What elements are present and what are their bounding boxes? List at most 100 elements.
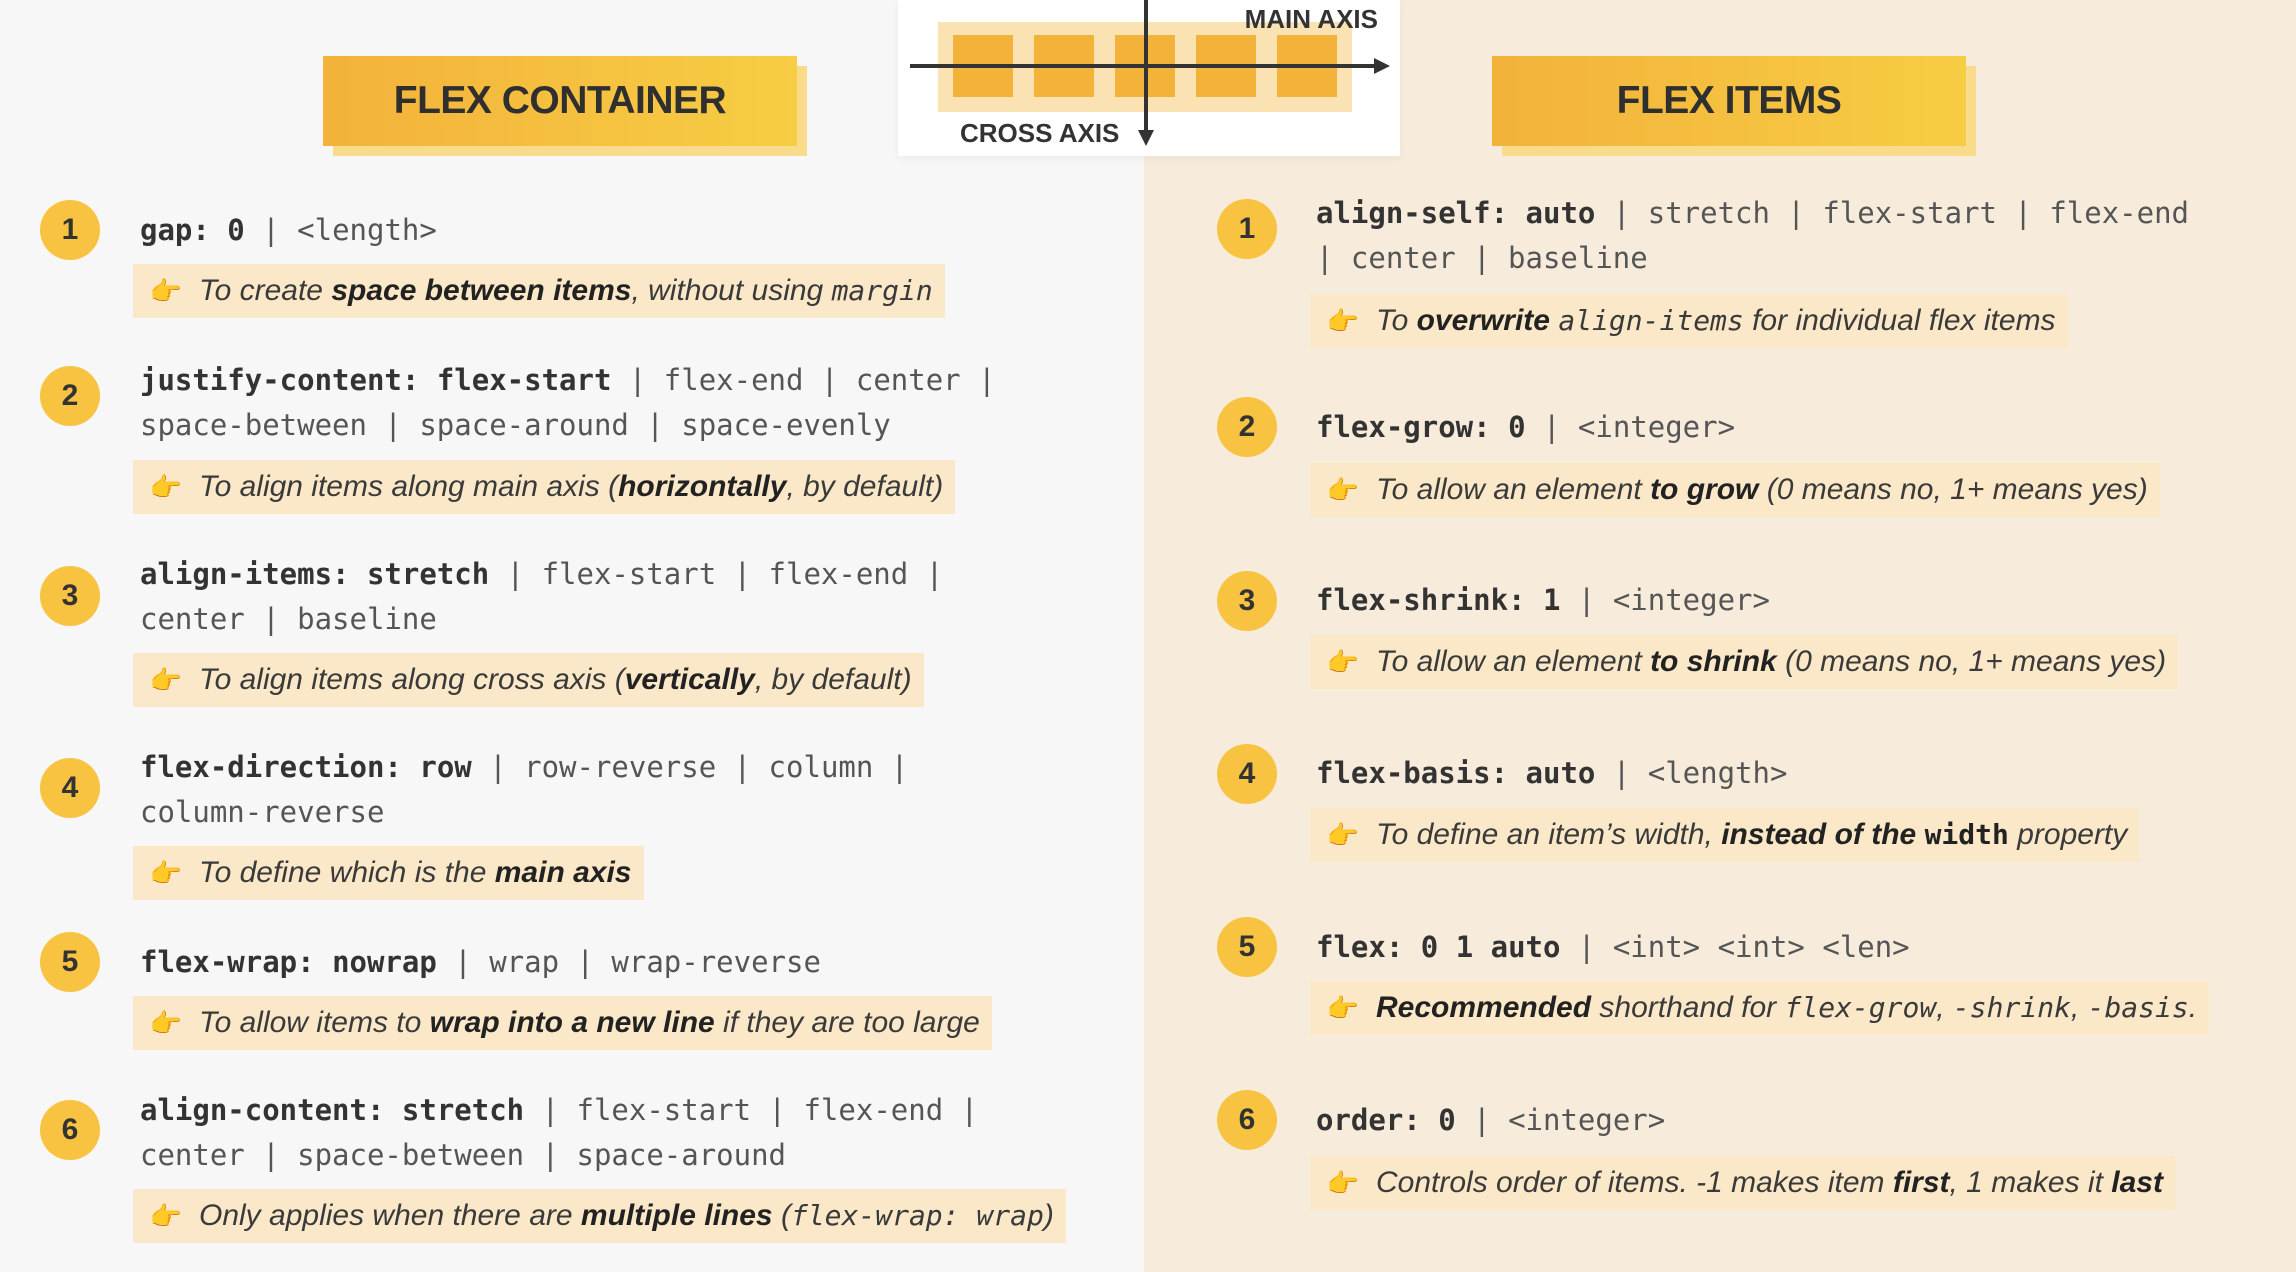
note-emphasis: to shrink (1650, 645, 1777, 678)
pointing-hand-icon: 👉 (149, 275, 183, 306)
note-text: , (1936, 991, 1953, 1024)
property-name: flex-basis: (1316, 756, 1509, 790)
step-number: 5 (40, 932, 100, 992)
property-values: | <length> (244, 213, 437, 247)
note-code: width (1924, 818, 2009, 851)
property-name: flex-wrap: (140, 945, 315, 979)
step-number: 2 (40, 366, 100, 426)
property-syntax: align-self: auto | stretch | flex-start … (1316, 191, 2196, 281)
property-default: row (401, 750, 472, 784)
property-default: 1 (1525, 583, 1561, 617)
property-name: align-items: (140, 557, 350, 591)
note-text: To allow items to (199, 1006, 430, 1039)
main-axis-arrowhead (1374, 58, 1390, 74)
property-values: | flex-start | flex-end | center | space… (140, 1093, 996, 1172)
note-code: margin (831, 274, 933, 307)
note-text: Controls order of items. -1 makes item (1376, 1166, 1893, 1199)
property-values: | flex-end | center | space-between | sp… (140, 363, 1013, 442)
note-text: To allow an element (1376, 645, 1651, 678)
property-default: nowrap (314, 945, 437, 979)
note-code: -shrink (1952, 991, 2071, 1024)
property-default: 0 1 auto (1403, 930, 1561, 964)
property-syntax: flex-wrap: nowrap | wrap | wrap-reverse (140, 940, 1040, 985)
note-text: ) (1043, 1199, 1054, 1232)
note-text: (0 means no, 1+ means yes) (1758, 473, 2148, 506)
property-default: 0 (209, 213, 245, 247)
property-note: 👉 To allow an element to grow (0 means no… (1310, 463, 2160, 517)
note-text: , by default) (754, 663, 912, 696)
note-text: , 1 makes it (1949, 1166, 2112, 1199)
note-emphasis: first (1892, 1166, 1950, 1199)
note-text: shorthand for (1591, 991, 1785, 1024)
pointing-hand-icon: 👉 (1326, 474, 1360, 505)
property-default: auto (1508, 196, 1596, 230)
axis-diagram: MAIN AXIS CROSS AXIS (898, 0, 1400, 156)
step-number: 4 (1217, 744, 1277, 804)
property-name: flex: (1316, 930, 1404, 964)
property-name: justify-content: (140, 363, 420, 397)
pointing-hand-icon: 👉 (1326, 646, 1360, 677)
property-syntax: flex-grow: 0 | <integer> (1316, 405, 2196, 450)
step-number: 1 (40, 200, 100, 260)
property-note: 👉 To align items along cross axis (vertic… (133, 653, 924, 707)
note-code: flex-wrap: wrap (790, 1199, 1044, 1232)
property-syntax: justify-content: flex-start | flex-end |… (140, 358, 1040, 448)
note-text: To align items along main axis ( (199, 470, 619, 503)
property-note: 👉 Recommended shorthand for flex-grow, -s… (1310, 981, 2210, 1035)
note-emphasis: overwrite (1416, 304, 1550, 337)
property-syntax: gap: 0 | <length> (140, 208, 1040, 253)
pointing-hand-icon: 👉 (149, 857, 183, 888)
note-text: for individual flex items (1743, 304, 2056, 337)
note-emphasis: last (2111, 1166, 2163, 1199)
property-values: | stretch | flex-start | flex-end | cent… (1316, 196, 2207, 275)
property-syntax: flex: 0 1 auto | <int> <int> <len> (1316, 925, 2196, 970)
note-text: To align items along cross axis ( (199, 663, 625, 696)
note-text: , without using (631, 274, 832, 307)
property-syntax: align-items: stretch | flex-start | flex… (140, 552, 1000, 642)
property-name: align-self: (1316, 196, 1509, 230)
property-name: gap: (140, 213, 210, 247)
property-syntax: order: 0 | <integer> (1316, 1098, 2196, 1143)
property-values: | wrap | wrap-reverse (436, 945, 821, 979)
pointing-hand-icon: 👉 (149, 471, 183, 502)
note-text: . (2188, 991, 2198, 1024)
property-note: 👉 To allow items to wrap into a new line … (133, 996, 992, 1050)
property-name: flex-shrink: (1316, 583, 1526, 617)
property-default: stretch (349, 557, 490, 591)
note-text: property (2008, 818, 2128, 851)
note-text: , by default) (786, 470, 944, 503)
note-text: To create (199, 274, 332, 307)
note-text: (0 means no, 1+ means yes) (1776, 645, 2167, 678)
pointing-hand-icon: 👉 (1326, 992, 1360, 1023)
note-text: , (2070, 991, 2088, 1024)
property-syntax: flex-direction: row | row-reverse | colu… (140, 745, 1000, 835)
note-emphasis: Recommended (1376, 991, 1592, 1024)
pointing-hand-icon: 👉 (149, 1200, 183, 1231)
property-note: 👉 Controls order of items. -1 makes item … (1310, 1156, 2175, 1210)
step-number: 5 (1217, 917, 1277, 977)
property-syntax: flex-basis: auto | <length> (1316, 751, 2196, 796)
note-emphasis: wrap into a new line (429, 1006, 715, 1039)
property-note: 👉 To align items along main axis (horizon… (133, 460, 956, 514)
property-default: auto (1508, 756, 1596, 790)
property-name: align-content: (140, 1093, 385, 1127)
property-values: | <length> (1595, 756, 1788, 790)
note-emphasis: space between items (331, 274, 632, 307)
property-default: stretch (384, 1093, 525, 1127)
property-note: 👉 Only applies when there are multiple li… (133, 1189, 1066, 1243)
property-note: 👉 To define which is the main axis (133, 846, 644, 900)
pointing-hand-icon: 👉 (149, 1007, 183, 1038)
property-note: 👉 To define an item’s width, instead of t… (1310, 808, 2140, 862)
note-text: To (1376, 304, 1417, 337)
note-emphasis: instead of the (1721, 818, 1925, 851)
step-number: 1 (1217, 199, 1277, 259)
note-text: if they are too large (714, 1006, 980, 1039)
property-note: 👉 To create space between items, without … (133, 264, 945, 318)
property-values: | <integer> (1560, 583, 1770, 617)
left-panel (0, 0, 1144, 1272)
step-number: 3 (1217, 571, 1277, 631)
property-syntax: flex-shrink: 1 | <integer> (1316, 578, 2196, 623)
property-name: flex-grow: (1316, 410, 1491, 444)
pointing-hand-icon: 👉 (1326, 305, 1360, 336)
property-default: 0 (1420, 1103, 1456, 1137)
